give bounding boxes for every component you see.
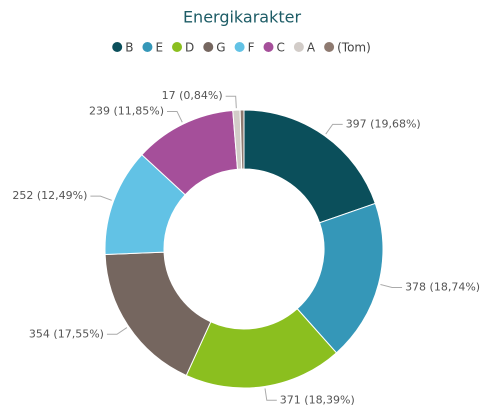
data-label: 397 (19,68%)	[346, 117, 421, 130]
legend-label: E	[155, 41, 163, 55]
data-label: 17 (0,84%)	[162, 89, 223, 102]
leader-line	[225, 95, 237, 109]
leader-line	[167, 110, 183, 123]
legend-label: (Tom)	[337, 41, 371, 55]
data-label: 354 (17,55%)	[29, 327, 104, 340]
legend-label: G	[216, 41, 225, 55]
legend-marker	[172, 42, 183, 52]
data-label: 239 (11,85%)	[89, 104, 164, 117]
leader-line	[106, 327, 128, 335]
leader-line	[380, 284, 403, 289]
data-label: 371 (18,39%)	[280, 393, 355, 406]
leader-line	[264, 388, 277, 401]
legend-marker	[324, 42, 335, 52]
leader-line	[325, 123, 343, 135]
legend-label: C	[277, 41, 285, 55]
legend-label: A	[307, 41, 316, 55]
leader-line	[90, 195, 112, 201]
legend-marker	[293, 42, 304, 52]
data-label: 252 (12,49%)	[12, 189, 87, 202]
legend-label: B	[125, 41, 133, 55]
chart-title: Energikarakter	[183, 8, 302, 27]
legend-marker	[203, 42, 214, 52]
legend-marker	[112, 42, 123, 52]
data-label: 378 (18,74%)	[405, 281, 480, 294]
legend-marker	[263, 42, 274, 52]
legend-label: F	[248, 41, 255, 55]
legend-marker	[234, 42, 245, 52]
legend-marker	[142, 42, 153, 52]
donut-slice	[239, 109, 245, 170]
legend-label: D	[185, 41, 194, 55]
donut-slice	[104, 251, 212, 377]
